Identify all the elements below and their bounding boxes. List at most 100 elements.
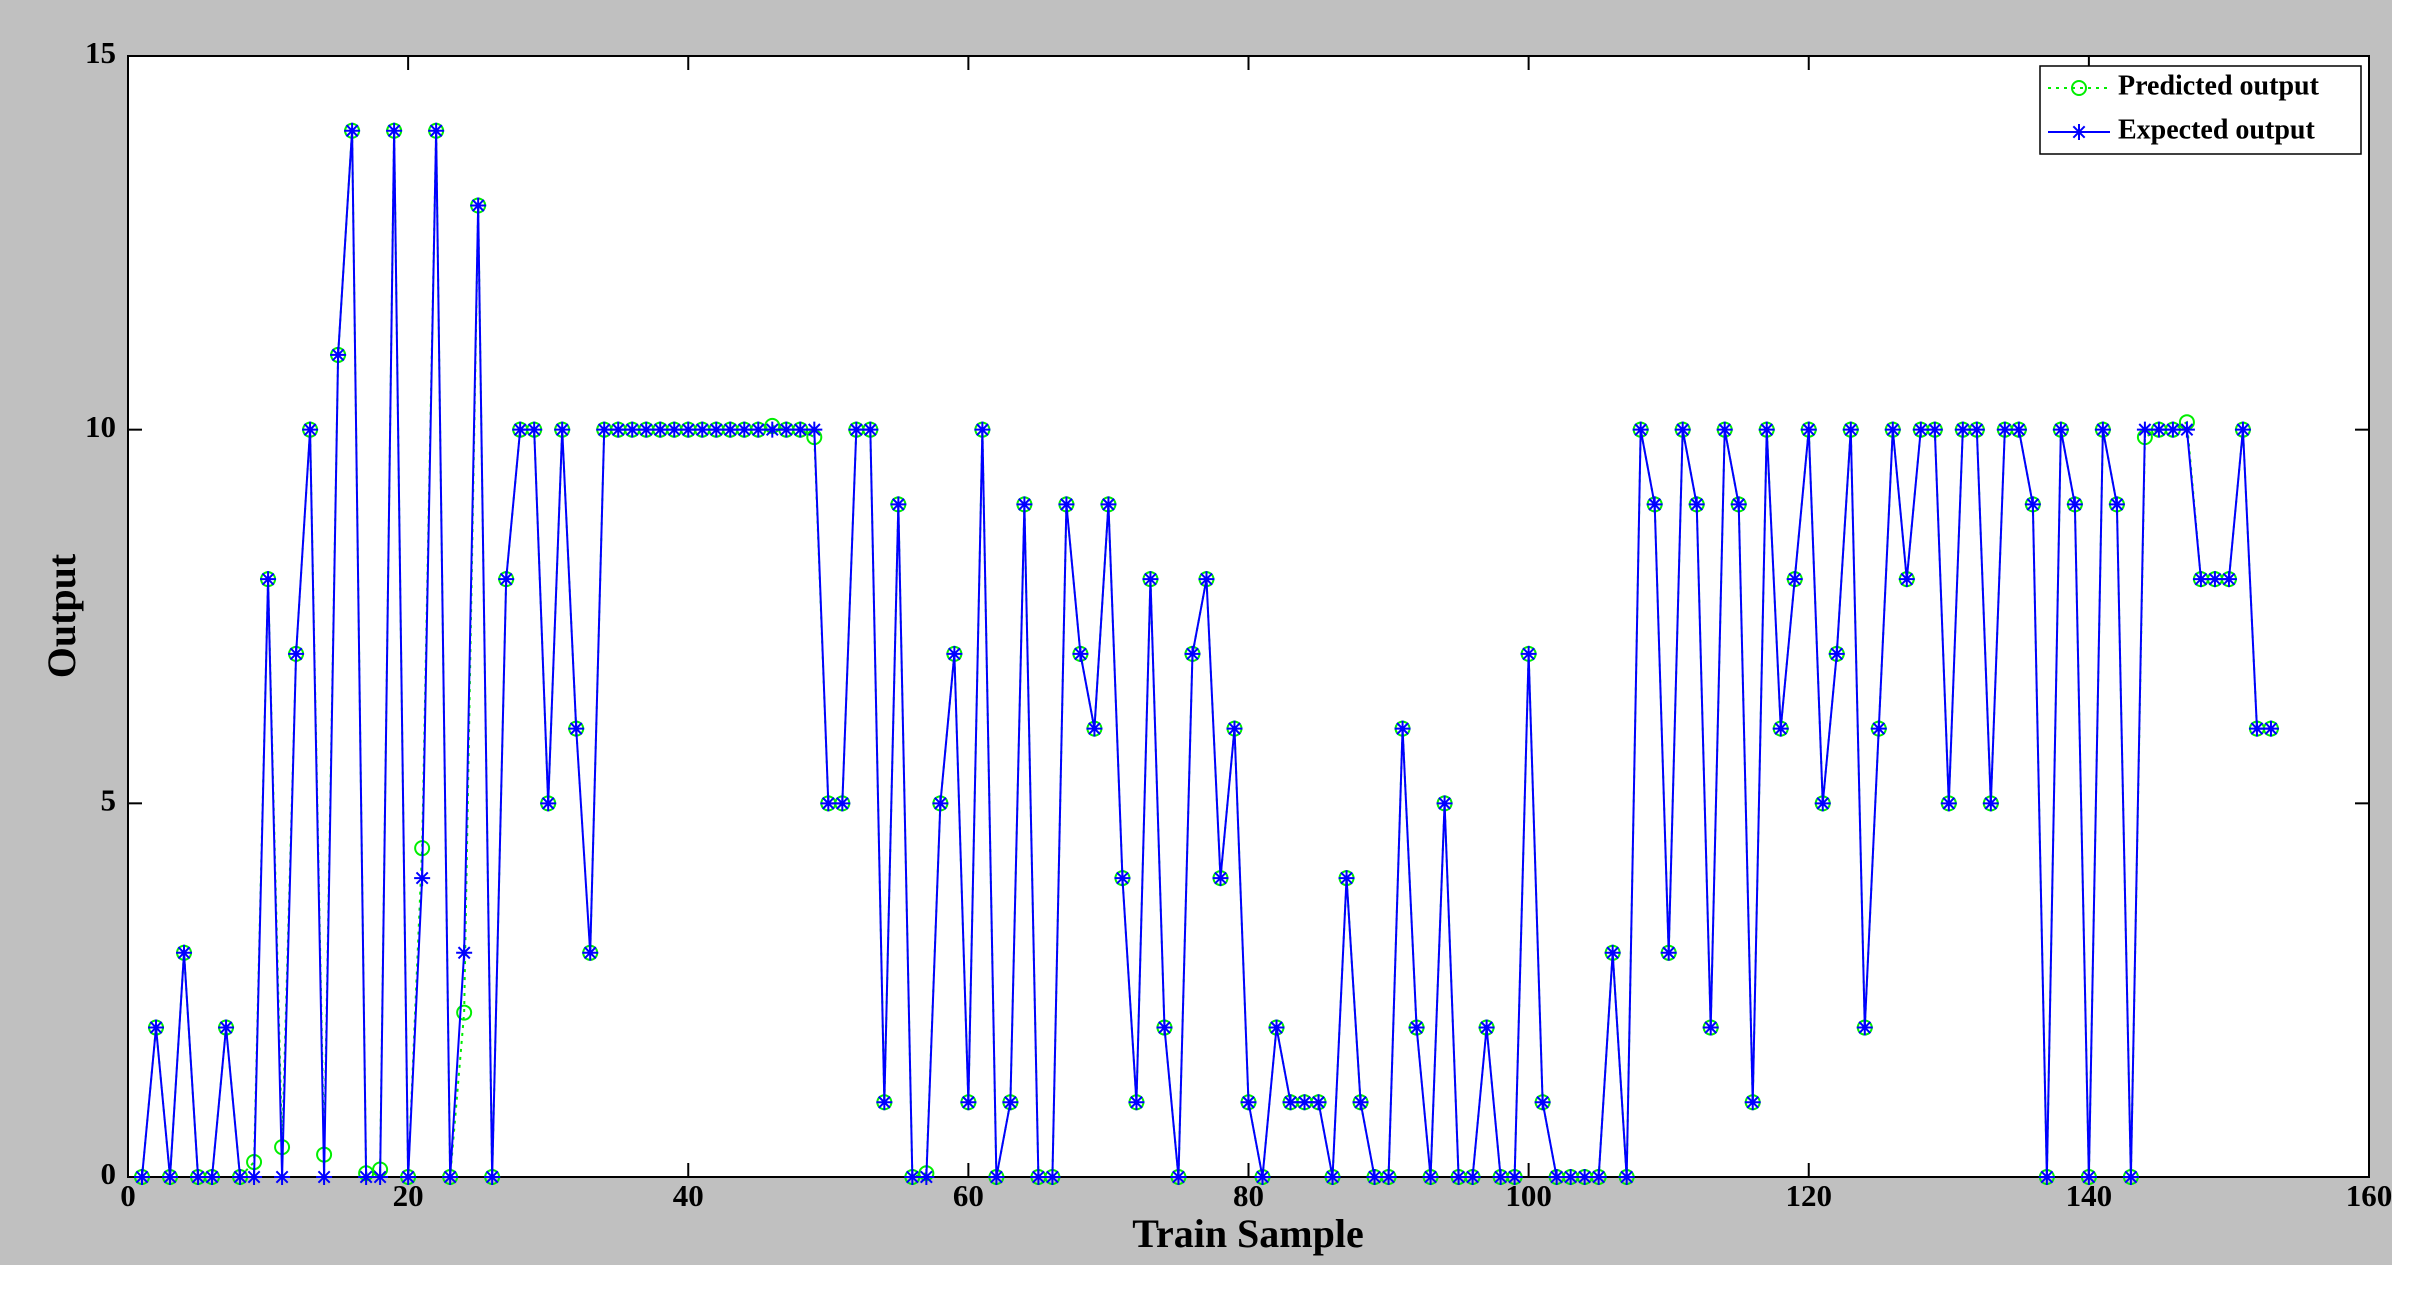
marker: [1044, 1169, 1061, 1185]
marker: [1240, 1094, 1257, 1111]
marker: [1548, 1169, 1565, 1185]
marker: [288, 645, 305, 662]
marker: [582, 944, 599, 961]
marker: [344, 122, 361, 139]
marker: [1310, 1094, 1327, 1111]
marker: [1086, 720, 1103, 737]
marker: [1674, 421, 1691, 438]
marker: [302, 421, 319, 438]
y-axis-label: Output: [39, 553, 84, 678]
x-tick-label: 40: [673, 1178, 704, 1213]
marker: [792, 421, 809, 438]
x-tick-label: 0: [120, 1178, 136, 1213]
marker: [1772, 720, 1789, 737]
marker: [400, 1169, 417, 1185]
x-tick-label: 60: [953, 1178, 984, 1213]
marker: [1576, 1169, 1593, 1185]
marker: [1716, 421, 1733, 438]
marker: [1156, 1019, 1173, 1036]
marker: [1688, 496, 1705, 513]
marker: [1408, 1019, 1425, 1036]
marker: [848, 421, 865, 438]
marker: [1478, 1019, 1495, 1036]
marker: [1618, 1169, 1635, 1185]
marker: [1422, 1169, 1439, 1185]
marker: [2262, 720, 2279, 737]
marker: [162, 1169, 179, 1185]
marker: [176, 944, 193, 961]
marker: [1226, 720, 1243, 737]
marker: [2248, 720, 2265, 737]
marker: [442, 1169, 459, 1185]
marker: [1702, 1019, 1719, 1036]
marker: [526, 421, 543, 438]
marker: [2234, 421, 2251, 438]
x-tick-label: 160: [2346, 1178, 2393, 1213]
marker: [834, 795, 851, 812]
marker: [1072, 645, 1089, 662]
marker: [624, 421, 641, 438]
marker: [1100, 496, 1117, 513]
marker: [988, 1169, 1005, 1185]
marker: [470, 197, 487, 214]
marker: [1058, 496, 1075, 513]
marker: [1744, 1094, 1761, 1111]
marker: [1030, 1169, 1047, 1185]
y-tick-label: 5: [101, 782, 117, 817]
marker: [1590, 1169, 1607, 1185]
series: [134, 122, 2279, 1185]
marker: [1842, 421, 1859, 438]
marker: [1282, 1094, 1299, 1111]
marker: [1632, 421, 1649, 438]
marker: [1506, 1169, 1523, 1185]
marker: [1870, 720, 1887, 737]
marker: [1268, 1019, 1285, 1036]
marker: [428, 122, 445, 139]
marker: [1534, 1094, 1551, 1111]
marker: [1324, 1169, 1341, 1185]
marker: [652, 421, 669, 438]
marker: [260, 571, 277, 588]
marker: [1828, 645, 1845, 662]
marker: [1254, 1169, 1271, 1185]
marker: [2094, 421, 2111, 438]
marker: [372, 1169, 389, 1185]
marker: [456, 1004, 473, 1021]
marker: [1814, 795, 1831, 812]
marker: [1198, 571, 1215, 588]
y-tick-label: 0: [101, 1156, 117, 1191]
marker: [456, 944, 473, 961]
marker: [1184, 645, 1201, 662]
marker: [568, 720, 585, 737]
marker: [2164, 421, 2181, 438]
marker: [2192, 571, 2209, 588]
marker: [1016, 496, 1033, 513]
marker: [778, 421, 795, 438]
marker: [1884, 421, 1901, 438]
marker: [1926, 421, 1943, 438]
x-tick-label: 120: [1786, 1178, 1833, 1213]
marker: [554, 421, 571, 438]
marker: [1436, 795, 1453, 812]
marker: [358, 1169, 375, 1185]
marker: [1142, 571, 1159, 588]
marker: [386, 122, 403, 139]
marker: [764, 421, 781, 438]
marker: [1730, 496, 1747, 513]
marker: [1492, 1169, 1509, 1185]
marker: [190, 1169, 207, 1185]
marker: [1800, 421, 1817, 438]
legend-marker: [2071, 124, 2087, 140]
legend-label: Expected output: [2118, 114, 2315, 145]
marker: [1954, 421, 1971, 438]
marker: [204, 1169, 221, 1185]
marker: [708, 421, 725, 438]
marker: [316, 1169, 333, 1185]
marker: [932, 795, 949, 812]
marker: [1352, 1094, 1369, 1111]
marker: [1380, 1169, 1397, 1185]
marker: [1520, 645, 1537, 662]
marker: [232, 1169, 249, 1185]
marker: [876, 1094, 893, 1111]
